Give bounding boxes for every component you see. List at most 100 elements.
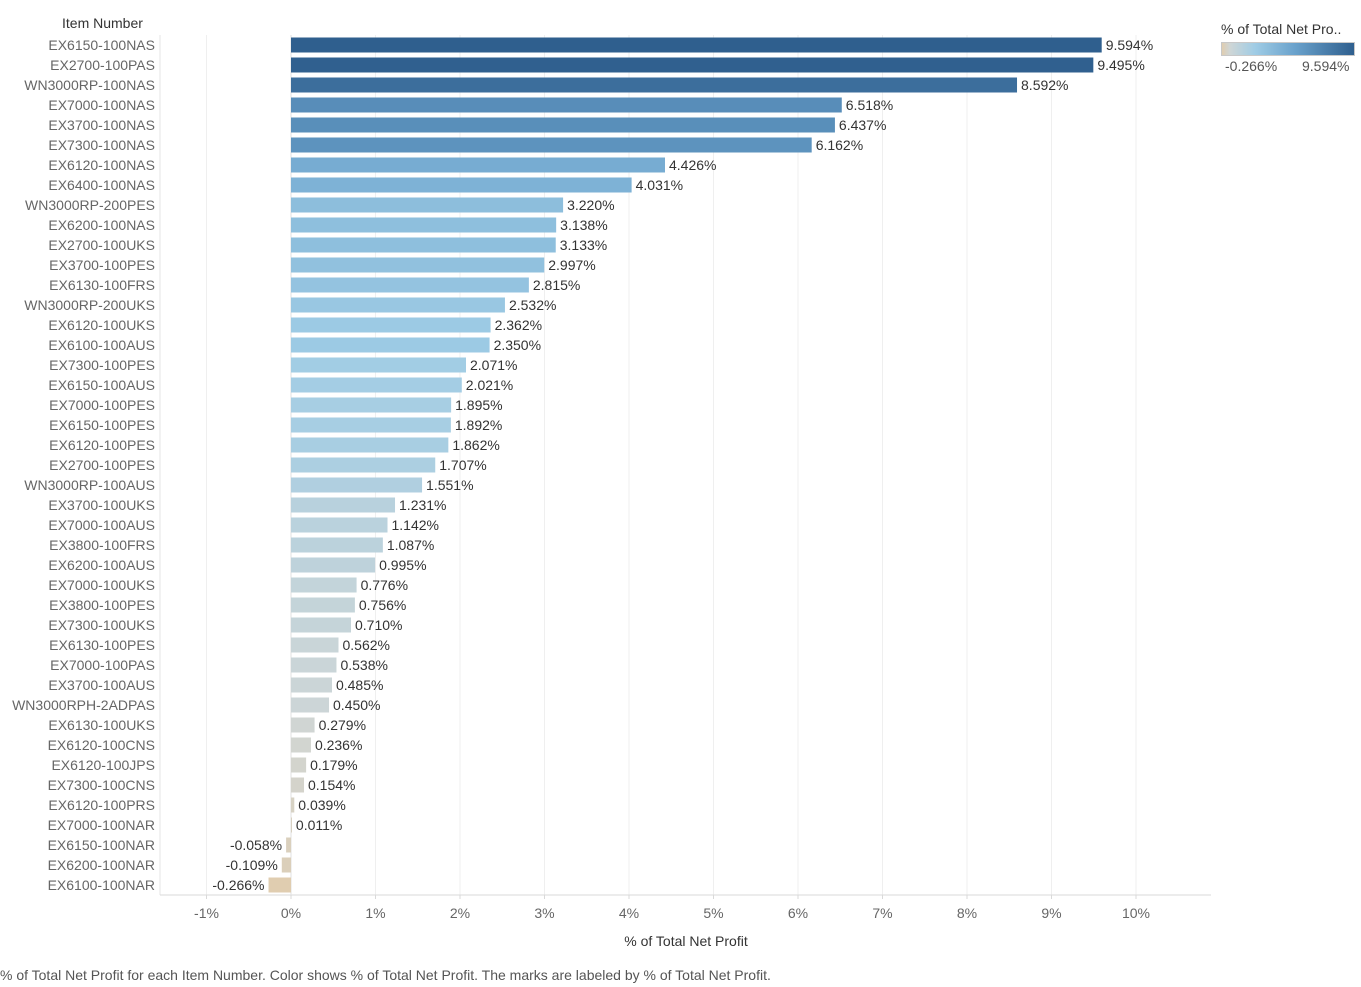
bar[interactable] — [291, 197, 564, 213]
x-tick-label: 6% — [788, 905, 808, 921]
category-label: EX6100-100NAR — [48, 877, 155, 893]
category-label: EX6100-100AUS — [48, 337, 155, 353]
data-label: 0.995% — [379, 557, 426, 573]
data-label: 0.538% — [340, 657, 387, 673]
bar[interactable] — [291, 617, 351, 633]
bar[interactable] — [268, 877, 291, 893]
bar[interactable] — [291, 217, 557, 233]
category-label: EX7300-100PES — [49, 357, 155, 373]
x-tick-label: 8% — [957, 905, 977, 921]
x-tick-label: 2% — [450, 905, 470, 921]
bar[interactable] — [291, 517, 388, 533]
data-label: 0.450% — [333, 697, 380, 713]
x-tick-label: 4% — [619, 905, 639, 921]
bar[interactable] — [291, 557, 376, 573]
x-tick-label: 3% — [534, 905, 554, 921]
data-label: 0.154% — [308, 777, 355, 793]
bar[interactable] — [291, 437, 449, 453]
legend-gradient-bar — [1221, 42, 1355, 56]
category-label: EX6400-100NAS — [48, 177, 155, 193]
bar[interactable] — [291, 457, 436, 473]
bar[interactable] — [291, 397, 452, 413]
bar[interactable] — [291, 697, 330, 713]
bar[interactable] — [291, 77, 1018, 93]
category-label: EX7000-100NAS — [48, 97, 155, 113]
data-label: 0.179% — [310, 757, 357, 773]
bar[interactable] — [281, 857, 291, 873]
bar[interactable] — [291, 637, 339, 653]
bar[interactable] — [291, 657, 337, 673]
bar[interactable] — [291, 737, 311, 753]
category-label: EX6130-100UKS — [48, 717, 155, 733]
data-label: 1.895% — [455, 397, 502, 413]
bar[interactable] — [291, 537, 383, 553]
category-label: EX6200-100NAS — [48, 217, 155, 233]
bar[interactable] — [291, 777, 305, 793]
x-tick-label: 7% — [872, 905, 892, 921]
legend-min-label: -0.266% — [1225, 58, 1278, 74]
category-label: WN3000RPH-2ADPAS — [12, 697, 155, 713]
chart-caption: % of Total Net Profit for each Item Numb… — [0, 967, 771, 983]
data-label: 4.031% — [636, 177, 683, 193]
data-label: 0.776% — [361, 577, 408, 593]
bar[interactable] — [291, 597, 355, 613]
category-label: EX6150-100AUS — [48, 377, 155, 393]
data-label: 2.071% — [470, 357, 517, 373]
category-label: EX6150-100NAR — [48, 837, 155, 853]
category-label: EX7300-100CNS — [48, 777, 155, 793]
bar[interactable] — [291, 177, 632, 193]
data-label: 2.532% — [509, 297, 556, 313]
data-label: 1.862% — [452, 437, 499, 453]
bar[interactable] — [291, 317, 491, 333]
data-label: 1.707% — [439, 457, 486, 473]
bar[interactable] — [291, 497, 396, 513]
bar[interactable] — [291, 677, 332, 693]
bar[interactable] — [291, 237, 556, 253]
bar[interactable] — [291, 357, 466, 373]
category-label: EX7000-100UKS — [48, 577, 155, 593]
category-label: EX7300-100NAS — [48, 137, 155, 153]
category-label: EX3700-100NAS — [48, 117, 155, 133]
data-label: 6.437% — [839, 117, 886, 133]
bar[interactable] — [291, 257, 545, 273]
bar[interactable] — [291, 797, 295, 813]
bar[interactable] — [286, 837, 291, 853]
bar[interactable] — [291, 117, 835, 133]
data-label: 0.756% — [359, 597, 406, 613]
bar[interactable] — [291, 577, 357, 593]
color-legend[interactable]: % of Total Net Pro.. -0.266% 9.594% — [1221, 21, 1361, 76]
category-label: WN3000RP-100NAS — [24, 77, 155, 93]
x-axis-title: % of Total Net Profit — [624, 933, 748, 949]
data-label: 2.021% — [466, 377, 513, 393]
bar[interactable] — [291, 377, 462, 393]
bar[interactable] — [291, 297, 505, 313]
data-label: 0.011% — [296, 817, 342, 833]
bar[interactable] — [291, 137, 812, 153]
data-label: -0.058% — [230, 837, 282, 853]
category-label: EX6200-100AUS — [48, 557, 155, 573]
x-tick-label: 0% — [281, 905, 301, 921]
bar[interactable] — [291, 477, 423, 493]
category-label: EX2700-100UKS — [48, 237, 155, 253]
category-label: EX3700-100AUS — [48, 677, 155, 693]
data-label: -0.109% — [226, 857, 278, 873]
data-label: 1.087% — [387, 537, 434, 553]
category-label: EX2700-100PES — [49, 457, 155, 473]
bar[interactable] — [291, 417, 451, 433]
bar[interactable] — [291, 157, 665, 173]
bar[interactable] — [291, 337, 490, 353]
category-label: EX3700-100PES — [49, 257, 155, 273]
bar[interactable] — [291, 717, 315, 733]
bar[interactable] — [291, 97, 842, 113]
data-label: 2.350% — [494, 337, 541, 353]
bar[interactable] — [291, 277, 529, 293]
data-label: 0.710% — [355, 617, 402, 633]
category-label: EX6120-100CNS — [48, 737, 155, 753]
bar[interactable] — [291, 37, 1102, 53]
bar[interactable] — [291, 57, 1094, 73]
bar[interactable] — [291, 757, 307, 773]
bar[interactable] — [291, 817, 292, 833]
category-label: WN3000RP-200UKS — [24, 297, 155, 313]
